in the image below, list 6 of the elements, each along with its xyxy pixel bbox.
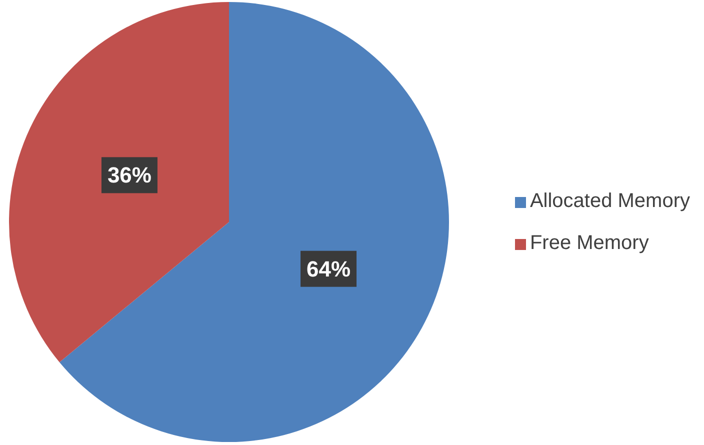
legend-label: Free Memory	[530, 232, 649, 254]
pie-slice	[9, 2, 229, 362]
data-label: 36%	[107, 162, 152, 188]
pie-slice	[59, 2, 449, 442]
legend-label: Allocated Memory	[530, 190, 690, 212]
data-label: 64%	[306, 256, 351, 282]
